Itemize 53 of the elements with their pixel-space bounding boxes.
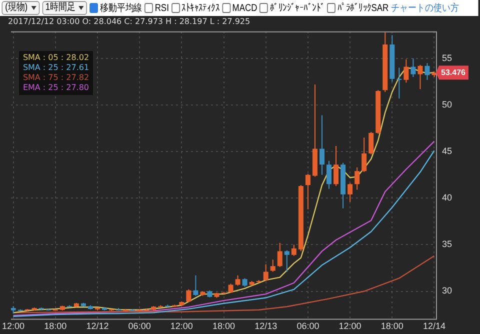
- candlestick: [362, 137, 367, 173]
- candlestick: [186, 288, 192, 302]
- text: (現物): [5, 2, 28, 14]
- annotation: 53.476: [441, 68, 466, 77]
- candlestick: [270, 259, 276, 272]
- candlestick: [348, 182, 353, 202]
- text: RSI: [154, 2, 169, 14]
- text: ﾎﾞﾘﾝｼﾞｬｰﾊﾞﾝﾄﾞ: [270, 2, 325, 14]
- candlestick: [193, 274, 198, 296]
- x-tick-label: 12:00: [170, 321, 193, 332]
- x-tick-label: 12:00: [2, 321, 25, 332]
- text: ｽﾄｷｬｽﾃｨｸｽ: [182, 2, 220, 14]
- candlestick: [326, 160, 332, 190]
- x-tick-label: 12/13: [254, 321, 278, 332]
- y-tick-label: 50: [442, 99, 452, 110]
- candlestick: [263, 264, 268, 282]
- text: 1時間足: [45, 2, 76, 14]
- text: SMA : 05 : 28.02: [22, 53, 90, 64]
- text: SMA : 75 : 27.82: [22, 73, 90, 84]
- candlestick: [396, 67, 402, 99]
- candlestick: [368, 131, 374, 155]
- text: SMA : 25 : 27.61: [22, 63, 90, 74]
- y-tick-label: 35: [442, 239, 452, 250]
- x-tick-label: 12/12: [86, 321, 109, 332]
- x-tick-label: 12:00: [338, 321, 362, 332]
- candlestick: [424, 62, 430, 80]
- candlestick: [410, 58, 416, 78]
- candlestick: [319, 114, 324, 176]
- candlestick: [291, 244, 296, 256]
- text: 移動平均線: [100, 2, 142, 15]
- candlestick: [277, 242, 282, 268]
- x-tick-label: 06:00: [296, 321, 320, 332]
- x-tick-label: 12/14: [422, 321, 446, 332]
- text: EMA : 25 : 27.80: [22, 83, 90, 94]
- text: 2017/12/12 03:00 O: 28.046 C: 27.973 H : 28.197 L : 27.925: [8, 17, 250, 26]
- y-tick-label: 45: [442, 146, 452, 156]
- candlestick: [418, 64, 423, 90]
- candlestick: [404, 58, 409, 84]
- candlestick: [354, 166, 360, 190]
- text: ﾊﾟﾗﾎﾞﾘｯｸSAR: [337, 2, 389, 14]
- x-tick-label: 18:00: [44, 321, 67, 332]
- candlestick: [305, 173, 310, 210]
- y-tick-label: 55: [442, 52, 452, 63]
- x-tick-label: 06:00: [128, 321, 151, 332]
- candlestick: [334, 145, 339, 187]
- y-tick-label: 30: [442, 286, 452, 296]
- x-tick-label: 18:00: [380, 321, 404, 332]
- text: MACD: [232, 2, 258, 14]
- candlestick: [284, 250, 290, 272]
- x-tick-label: 18:00: [212, 321, 236, 332]
- text: チャートの使い方: [391, 2, 459, 15]
- candlestick: [235, 274, 240, 286]
- y-tick-label: 40: [442, 192, 452, 203]
